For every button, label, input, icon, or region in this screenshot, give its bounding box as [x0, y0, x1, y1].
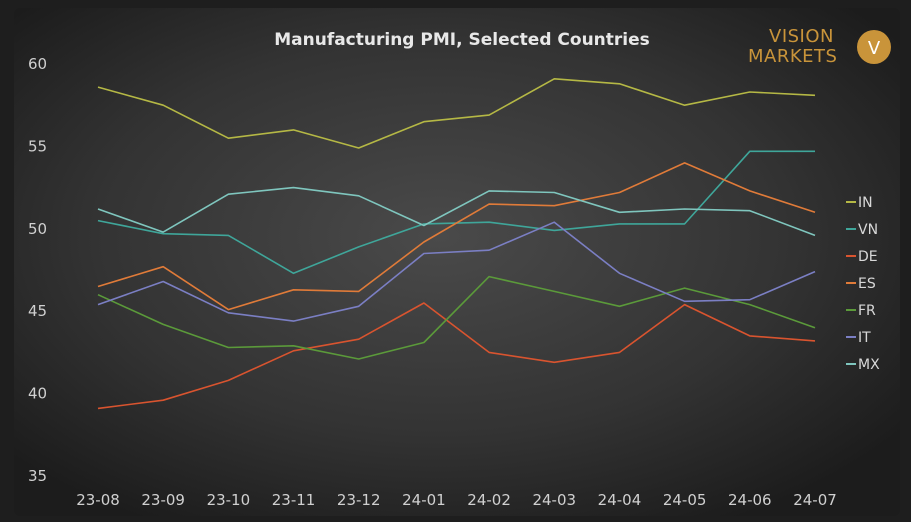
chart-title: Manufacturing PMI, Selected Countries [274, 30, 650, 50]
x-tick-label: 24-04 [598, 491, 642, 509]
legend-label: IN [858, 195, 873, 211]
series-layer [97, 78, 816, 410]
x-tick-label: 24-07 [793, 491, 837, 509]
legend-item-mx: MX [846, 357, 880, 373]
legend-item-es: ES [846, 276, 876, 292]
y-tick-label: 50 [28, 220, 47, 238]
legend: IN VN DE ES FR IT MX [846, 195, 880, 373]
series-line-in [97, 78, 816, 149]
x-tick-label: 23-09 [141, 491, 185, 509]
legend-label: VN [858, 222, 878, 238]
logo-badge-glyph: V [868, 38, 881, 59]
y-tick-label: 55 [28, 137, 47, 155]
y-tick-label: 60 [28, 55, 47, 73]
y-tick-label: 35 [28, 467, 47, 485]
legend-label: IT [858, 330, 871, 346]
series-line-it [97, 221, 816, 322]
x-axis: 23-08 23-09 23-10 23-11 23-12 24-01 24-02 24-03… [76, 491, 837, 509]
series-line-mx [97, 186, 816, 237]
legend-label: ES [858, 276, 876, 292]
chart-background [14, 8, 900, 516]
y-tick-label: 45 [28, 302, 47, 320]
x-tick-label: 23-10 [207, 491, 251, 509]
brand-logo: VISION MARKETS V [748, 26, 891, 67]
legend-item-it: IT [846, 330, 871, 346]
x-tick-label: 24-02 [467, 491, 511, 509]
legend-item-fr: FR [846, 303, 876, 319]
legend-label: FR [858, 303, 876, 319]
y-axis: 35 40 45 50 55 60 [28, 55, 47, 485]
legend-label: DE [858, 249, 878, 265]
x-tick-label: 23-11 [272, 491, 316, 509]
legend-item-de: DE [846, 249, 878, 265]
x-tick-label: 23-08 [76, 491, 120, 509]
logo-line-2: MARKETS [748, 46, 837, 67]
y-tick-label: 40 [28, 385, 47, 403]
series-line-de [97, 302, 816, 410]
x-tick-label: 24-03 [532, 491, 576, 509]
legend-item-vn: VN [846, 222, 878, 238]
x-tick-label: 24-01 [402, 491, 446, 509]
legend-item-in: IN [846, 195, 873, 211]
x-tick-label: 24-05 [663, 491, 707, 509]
x-tick-label: 24-06 [728, 491, 772, 509]
logo-line-1: VISION [769, 26, 834, 47]
series-line-fr [97, 275, 816, 360]
logo-badge [857, 30, 891, 64]
x-tick-label: 23-12 [337, 491, 381, 509]
legend-label: MX [858, 357, 880, 373]
series-line-es [97, 162, 816, 311]
